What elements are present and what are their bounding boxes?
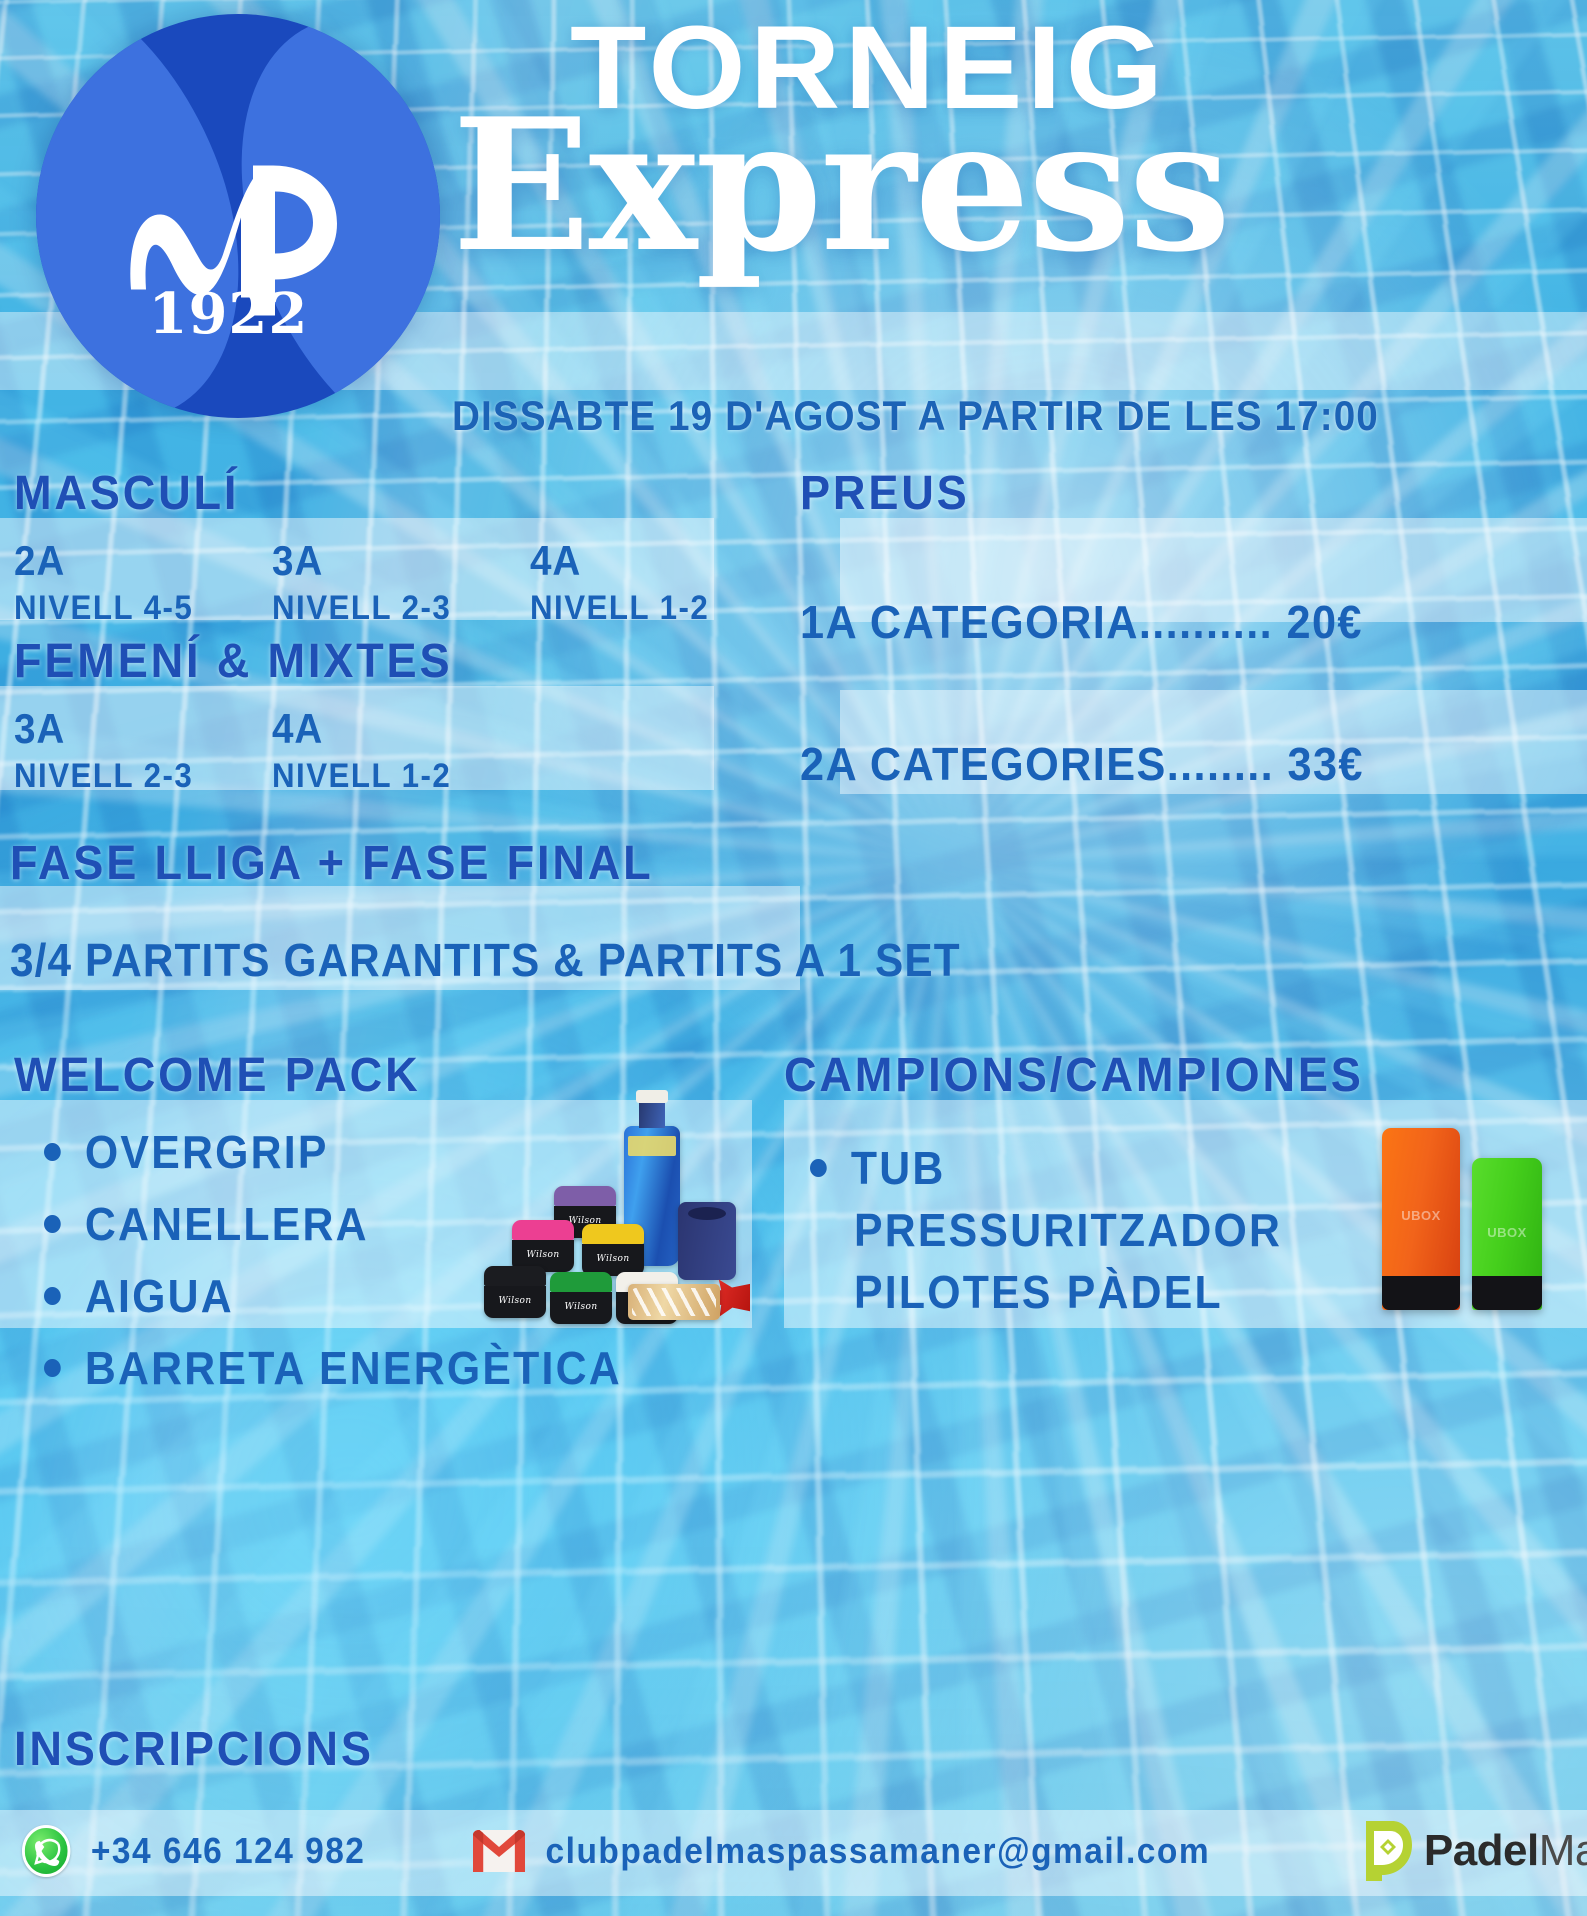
- list-item: OVERGRIP: [44, 1125, 723, 1179]
- club-logo: 1922: [36, 14, 440, 418]
- list-item-cont: PRESSURITZADOR: [854, 1203, 1533, 1257]
- email-address: clubpadelmaspassamaner@gmail.com: [545, 1830, 1211, 1871]
- padelmanager-wordmark: PadelManager: [1424, 1826, 1587, 1876]
- poster-footer: +34 646 124 982 clubpadelmaspassamaner@g…: [0, 1786, 1587, 1916]
- category-code: 4A: [530, 537, 582, 584]
- whatsapp-number: +34 646 124 982: [90, 1830, 366, 1871]
- femeni-categories: 3A NIVELL 2-3 4A NIVELL 1-2: [14, 705, 894, 796]
- poster-header: 1922 TORNEIG Express DISSABTE 19 D'AGOST…: [0, 0, 1587, 460]
- tube-green-icon: UBOX: [1472, 1158, 1542, 1310]
- list-item-label: BARRETA ENERGÈTICA: [84, 1342, 622, 1394]
- masculi-categories: 2A NIVELL 4-5 3A NIVELL 2-3 4A NIVELL 1-…: [14, 537, 894, 628]
- list-item-label: TUB: [850, 1142, 946, 1194]
- list-item-label: PRESSURITZADOR: [854, 1204, 1283, 1256]
- wristband-icon: [678, 1202, 736, 1280]
- category-item: 2A NIVELL 4-5: [14, 537, 272, 628]
- whatsapp-icon[interactable]: [22, 1825, 71, 1877]
- category-level: NIVELL 1-2: [272, 757, 452, 795]
- title-torneig: TORNEIG: [570, 2, 1168, 134]
- welcome-pack-image: Wilson Wilson Wilson Wilson Wilson Wilso…: [478, 1090, 750, 1326]
- category-level: NIVELL 2-3: [14, 757, 194, 795]
- logo-mp-monogram-icon: [130, 165, 337, 316]
- fase-heading: FASE LLIGA + FASE FINAL: [10, 837, 654, 890]
- contact-whatsapp[interactable]: +34 646 124 982: [22, 1825, 365, 1877]
- list-item-label: AIGUA: [84, 1270, 234, 1322]
- masculi-heading: MASCULÍ: [14, 467, 240, 520]
- tube-label: UBOX: [1487, 1224, 1527, 1240]
- list-item-cont: PILOTES PÀDEL: [854, 1265, 1533, 1319]
- section-femeni-mixtes: FEMENÍ & MIXTES 3A NIVELL 2-3 4A NIVELL …: [14, 634, 894, 796]
- category-item: 4A NIVELL 1-2: [530, 537, 788, 628]
- campions-heading: CAMPIONS/CAMPIONES: [784, 1049, 1364, 1102]
- campions-list: TUB PRESSURITZADOR PILOTES PÀDEL: [810, 1141, 1584, 1319]
- femeni-heading: FEMENÍ & MIXTES: [14, 635, 453, 688]
- list-item-label: CANELLERA: [84, 1198, 369, 1250]
- price-row: 1A CATEGORIA.......... 20€: [800, 596, 1363, 648]
- category-code: 3A: [272, 537, 324, 584]
- padelmanager-bold: Padel: [1423, 1826, 1539, 1875]
- pressurizer-tubes-image: UBOX UBOX: [1380, 1124, 1580, 1324]
- bullet-dot-icon: [44, 1143, 61, 1161]
- energy-bar-icon: [628, 1284, 720, 1320]
- contact-email[interactable]: clubpadelmaspassamaner@gmail.com: [473, 1830, 1210, 1872]
- bullet-dot-icon: [44, 1359, 61, 1377]
- category-code: 4A: [272, 705, 324, 752]
- category-item: 4A NIVELL 1-2: [272, 705, 530, 796]
- section-campions: CAMPIONS/CAMPIONES TUB PRESSURITZADOR PI…: [784, 1048, 1584, 1319]
- padelmanager-leaf-icon: [1358, 1821, 1412, 1881]
- event-date-time: DISSABTE 19 D'AGOST A PARTIR DE LES 17:0…: [452, 392, 1379, 439]
- welcome-pack-list: OVERGRIP CANELLERA AIGUA BARRETA ENERGÈT…: [44, 1125, 774, 1395]
- tube-label: UBOX: [1401, 1208, 1441, 1224]
- footer-band-overlay: [0, 1810, 1587, 1896]
- inscripcions-heading: INSCRIPCIONS: [14, 1723, 374, 1776]
- fase-subtitle: 3/4 PARTITS GARANTITS & PARTITS A 1 SET: [10, 934, 961, 986]
- section-fase: FASE LLIGA + FASE FINAL 3/4 PARTITS GARA…: [10, 836, 1010, 987]
- overgrip-icon: Wilson: [512, 1220, 574, 1272]
- footer-contacts: +34 646 124 982 clubpadelmaspassamaner@g…: [0, 1786, 1587, 1916]
- padelmanager-logo[interactable]: PadelManager: [1358, 1821, 1587, 1881]
- tube-orange-icon: UBOX: [1382, 1128, 1460, 1310]
- category-level: NIVELL 2-3: [272, 589, 452, 627]
- bullet-dot-icon: [810, 1159, 827, 1177]
- welcome-pack-heading: WELCOME PACK: [14, 1049, 421, 1102]
- logo-year-label: 1922: [148, 280, 309, 347]
- section-preus: PREUS 1A CATEGORIA.......... 20€ 2A CATE…: [800, 466, 1580, 791]
- gmail-icon[interactable]: [473, 1830, 526, 1872]
- bullet-dot-icon: [44, 1287, 61, 1305]
- title-express: Express: [452, 78, 1231, 293]
- category-code: 3A: [14, 705, 66, 752]
- padelmanager-light: Manager: [1538, 1826, 1587, 1875]
- section-masculi: MASCULÍ 2A NIVELL 4-5 3A NIVELL 2-3 4A N…: [14, 466, 894, 628]
- preus-heading: PREUS: [800, 467, 970, 520]
- list-item: TUB: [810, 1141, 1530, 1195]
- list-item-label: OVERGRIP: [84, 1126, 329, 1178]
- poster-title: TORNEIG Express: [452, 9, 1577, 293]
- category-item: 3A NIVELL 2-3: [272, 537, 530, 628]
- overgrip-icon: Wilson: [550, 1272, 612, 1324]
- section-welcome-pack: WELCOME PACK OVERGRIP CANELLERA AIGUA BA…: [14, 1048, 774, 1395]
- water-bottle-icon: [624, 1090, 680, 1266]
- list-item: AIGUA: [44, 1269, 723, 1323]
- list-item: BARRETA ENERGÈTICA: [44, 1341, 723, 1395]
- category-item: 3A NIVELL 2-3: [14, 705, 272, 796]
- list-item-label: PILOTES PÀDEL: [854, 1266, 1223, 1318]
- list-item: CANELLERA: [44, 1197, 723, 1251]
- price-row: 2A CATEGORIES........ 33€: [800, 738, 1364, 790]
- category-code: 2A: [14, 537, 66, 584]
- overgrip-icon: Wilson: [582, 1224, 644, 1276]
- bullet-dot-icon: [44, 1215, 61, 1233]
- category-level: NIVELL 4-5: [14, 589, 194, 627]
- category-level: NIVELL 1-2: [530, 589, 710, 627]
- overgrip-icon: Wilson: [484, 1266, 546, 1318]
